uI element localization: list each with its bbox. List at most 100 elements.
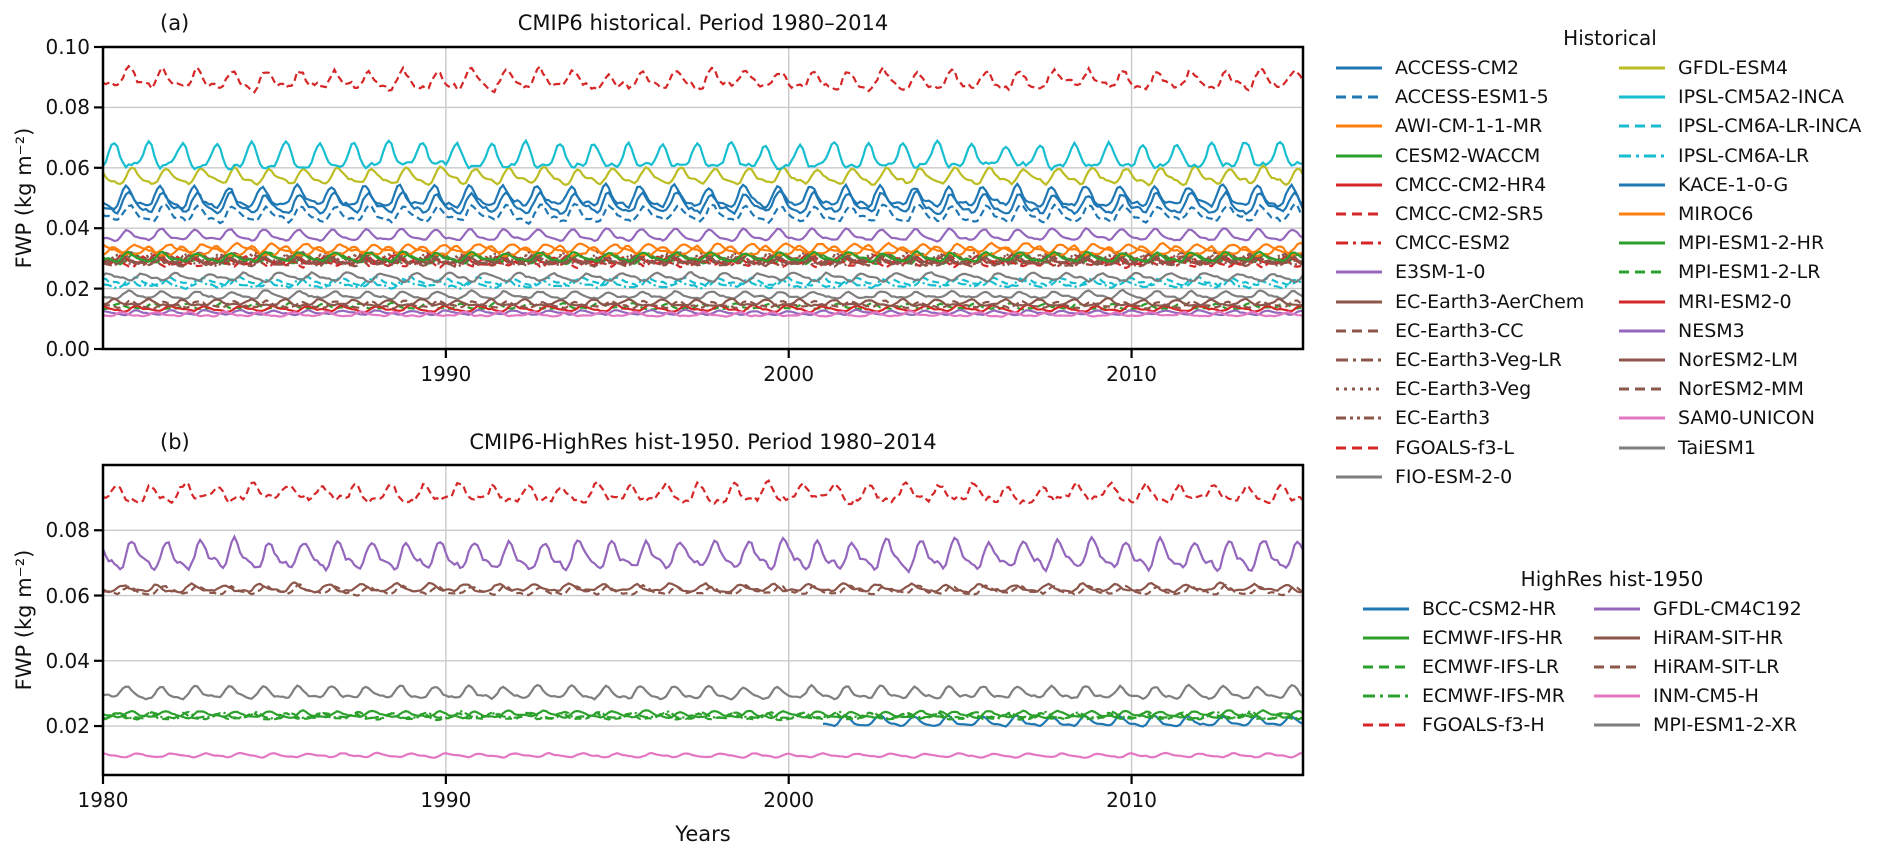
legend-line-sample — [1619, 416, 1665, 420]
legend-item-label: ECMWF-IFS-LR — [1422, 656, 1560, 678]
legend-line-sample — [1363, 607, 1409, 611]
legend-item-label: GFDL-ESM4 — [1678, 57, 1788, 79]
legend-item-label: EC-Earth3-Veg-LR — [1395, 349, 1562, 371]
legend-item-fgoals-f3-l: FGOALS-f3-L — [1335, 433, 1514, 462]
legend-item-label: ACCESS-CM2 — [1395, 57, 1519, 79]
series-line-ecmwf-ifs-lr — [103, 711, 1303, 722]
legend-line-sample — [1336, 183, 1382, 187]
series-line-noresm2-lm — [103, 296, 1303, 308]
legend-line-sample — [1619, 66, 1665, 70]
legend-item-label: IPSL-CM5A2-INCA — [1678, 86, 1844, 109]
legend-item-ec-earth3-cc: EC-Earth3-CC — [1335, 316, 1524, 345]
legend-line-sample — [1619, 241, 1665, 245]
y-tick-label: 0.02 — [45, 276, 90, 301]
y-tick-label: 0.04 — [45, 648, 90, 673]
legend-item-hiram-sit-lr: HiRAM-SIT-LR — [1593, 653, 1779, 682]
legend-item-miroc6: MIROC6 — [1618, 200, 1754, 229]
legend-item-mpi-esm1-2-xr: MPI-ESM1-2-XR — [1593, 711, 1797, 740]
legend-line-sample — [1594, 636, 1640, 640]
legend-line-sample — [1336, 241, 1382, 245]
legend-item-label: GFDL-CM4C192 — [1653, 598, 1802, 620]
legend-item-label: CMCC-CM2-HR4 — [1395, 173, 1547, 196]
legend-item-label: MPI-ESM1-2-LR — [1678, 261, 1821, 284]
x-axis-label: Years — [675, 822, 731, 846]
y-tick-label: 0.04 — [45, 216, 90, 241]
legend-item-access-cm2: ACCESS-CM2 — [1335, 54, 1519, 83]
y-tick-label: 0.06 — [45, 155, 90, 180]
y-tick-label: 0.02 — [45, 714, 90, 739]
legend-item-cmcc-cm2-hr4: CMCC-CM2-HR4 — [1335, 170, 1546, 199]
legend-item-nesm3: NESM3 — [1618, 316, 1745, 345]
legend-item-label: EC-Earth3-CC — [1395, 319, 1524, 342]
series-line-bcc-csm2-hr — [822, 713, 1303, 728]
legend-highres-title: HighRes hist-1950 — [1520, 567, 1704, 591]
x-tick-label: 1990 — [420, 788, 472, 812]
legend-item-ec-earth3-veg-lr: EC-Earth3-Veg-LR — [1335, 346, 1562, 375]
legend-line-sample — [1619, 154, 1665, 158]
legend-line-sample — [1336, 66, 1382, 70]
legend-item-mpi-esm1-2-hr: MPI-ESM1-2-HR — [1618, 229, 1824, 258]
legend-line-sample — [1594, 665, 1640, 669]
legend-item-gfdl-esm4: GFDL-ESM4 — [1618, 54, 1788, 83]
legend-item-ec-earth3-aerchem: EC-Earth3-AerChem — [1335, 287, 1584, 316]
legend-line-sample — [1363, 723, 1409, 727]
series-line-access-cm2 — [103, 181, 1303, 211]
legend-item-inm-cm5-h: INM-CM5-H — [1593, 682, 1759, 711]
panel-b-title: CMIP6-HighRes hist-1950. Period 1980–201… — [469, 430, 937, 454]
x-tick-label: 2000 — [763, 788, 815, 812]
y-tick-label: 0.10 — [45, 35, 90, 59]
legend-item-label: FGOALS-f3-H — [1422, 714, 1545, 736]
legend-item-label: ECMWF-IFS-MR — [1422, 685, 1565, 707]
series-line-noresm2-mm — [103, 299, 1303, 310]
legend-item-label: MIROC6 — [1678, 203, 1754, 225]
legend-item-label: SAM0-UNICON — [1678, 407, 1815, 430]
series-line-hiram-sit-lr — [103, 583, 1303, 597]
legend-item-label: IPSL-CM6A-LR — [1678, 144, 1810, 167]
series-line-kace-1-0-g — [103, 188, 1303, 216]
legend-item-ipsl-cm6a-lr-inca: IPSL-CM6A-LR-INCA — [1618, 112, 1861, 141]
legend-item-label: INM-CM5-H — [1653, 685, 1759, 707]
series-line-nesm3 — [103, 308, 1303, 317]
y-tick-label: 0.00 — [45, 337, 90, 361]
legend-line-sample — [1594, 607, 1640, 611]
legend-item-label: AWI-CM-1-1-MR — [1395, 115, 1543, 138]
axes-frame — [101, 45, 1305, 351]
y-tick-label: 0.08 — [45, 518, 90, 543]
legend-line-sample — [1336, 270, 1382, 274]
x-tick-label: 2010 — [1106, 362, 1158, 386]
legend-item-label: NorESM2-MM — [1678, 378, 1804, 401]
legend-line-sample — [1336, 300, 1382, 304]
y-tick-label: 0.06 — [45, 583, 90, 608]
legend-item-ec-earth3: EC-Earth3 — [1335, 404, 1490, 433]
series-line-inm-cm5-h — [103, 751, 1303, 759]
legend-line-sample — [1619, 124, 1665, 128]
legend-item-label: TaiESM1 — [1678, 436, 1756, 459]
legend-item-access-esm1-5: ACCESS-ESM1-5 — [1335, 83, 1549, 112]
legend-item-label: NESM3 — [1678, 319, 1745, 342]
legend-line-sample — [1594, 723, 1640, 727]
legend-line-sample — [1336, 154, 1382, 158]
series-line-hiram-sit-hr — [103, 581, 1303, 594]
legend-item-label: EC-Earth3-Veg — [1395, 378, 1532, 401]
legend-item-label: MPI-ESM1-2-XR — [1653, 714, 1797, 736]
series-line-mri-esm2-0 — [103, 303, 1303, 314]
legend-item-ec-earth3-veg: EC-Earth3-Veg — [1335, 375, 1531, 404]
series-line-fgoals-f3-l — [103, 64, 1303, 94]
legend-item-noresm2-mm: NorESM2-MM — [1618, 375, 1804, 404]
legend-item-label: FGOALS-f3-L — [1395, 436, 1514, 459]
legend-item-label: EC-Earth3-AerChem — [1395, 290, 1585, 313]
legend-item-ipsl-cm6a-lr: IPSL-CM6A-LR — [1618, 141, 1809, 170]
series-line-ec-earth3 — [103, 250, 1303, 265]
legend-line-sample — [1619, 270, 1665, 274]
series-line-mpi-esm1-2-hr — [103, 249, 1303, 264]
x-tick-label: 2010 — [1106, 788, 1158, 812]
legend-line-sample — [1336, 416, 1382, 420]
legend-item-ecmwf-ifs-lr: ECMWF-IFS-LR — [1362, 653, 1559, 682]
panel-b-corner-label: (b) — [160, 430, 190, 454]
legend-item-label: HiRAM-SIT-HR — [1653, 627, 1784, 649]
legend-item-label: MPI-ESM1-2-HR — [1678, 232, 1825, 255]
legend-item-label: FIO-ESM-2-0 — [1395, 465, 1513, 488]
legend-item-mri-esm2-0: MRI-ESM2-0 — [1618, 287, 1792, 316]
